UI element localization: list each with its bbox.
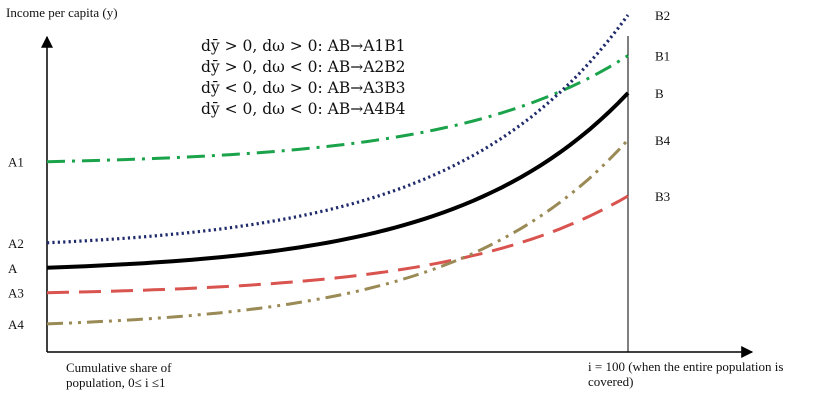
legend-entry: dȳ > 0, dω < 0: AB→A2B2 — [201, 58, 406, 76]
start-label-a4: A4 — [8, 317, 24, 332]
end-label-b: B — [655, 86, 664, 101]
start-labels: A1 A2 A A3 A4 — [8, 155, 24, 332]
curve-a3-b3 — [46, 194, 629, 295]
curves — [46, 14, 630, 326]
end-label-b1: B1 — [655, 49, 670, 64]
curve-a-b — [46, 91, 630, 270]
end-point-label: i = 100 (when the entire population is c… — [588, 359, 787, 389]
curve-a2-b2 — [46, 14, 630, 245]
legend-entry: dȳ < 0, dω < 0: AB→A4B4 — [201, 100, 406, 118]
start-label-a2: A2 — [8, 236, 24, 251]
legend-entry: dȳ < 0, dω > 0: AB→A3B3 — [201, 79, 406, 97]
y-axis-label: Income per capita (y) — [6, 5, 118, 20]
start-label-a3: A3 — [8, 286, 24, 301]
curve-a1-b1 — [46, 54, 629, 164]
end-label-b2: B2 — [655, 8, 670, 23]
legend: dȳ > 0, dω > 0: AB→A1B1 dȳ > 0, dω < 0: A… — [201, 37, 406, 118]
legend-entry: dȳ > 0, dω > 0: AB→A1B1 — [201, 37, 406, 55]
end-label-b4: B4 — [655, 133, 671, 148]
curve-a4-b4 — [46, 138, 630, 326]
end-labels: B1 B2 B B3 B4 — [655, 8, 671, 204]
end-label-b3: B3 — [655, 189, 670, 204]
start-label-a: A — [8, 261, 18, 276]
x-axis-label: Cumulative share of population, 0≤ i ≤1 — [66, 360, 175, 390]
start-label-a1: A1 — [8, 155, 24, 170]
